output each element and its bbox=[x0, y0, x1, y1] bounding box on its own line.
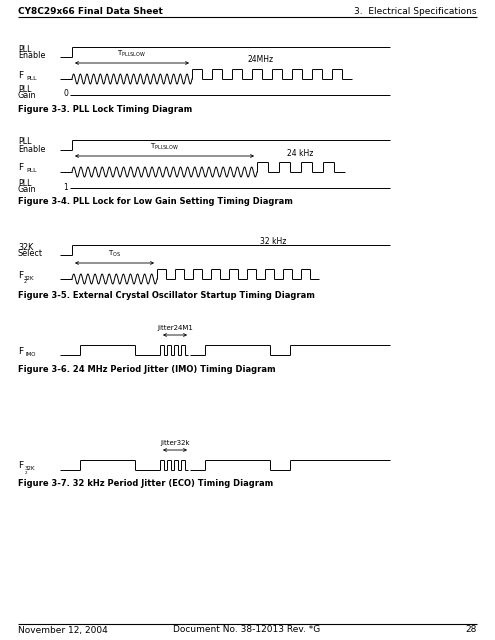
Text: T$_{\sf PLLSLOW}$: T$_{\sf PLLSLOW}$ bbox=[117, 49, 147, 59]
Text: 32 kHz: 32 kHz bbox=[260, 237, 287, 246]
Text: 32K: 32K bbox=[18, 243, 33, 252]
Text: Figure 3-5. External Crystal Oscillator Startup Timing Diagram: Figure 3-5. External Crystal Oscillator … bbox=[18, 291, 315, 300]
Text: 0: 0 bbox=[63, 90, 68, 99]
Text: Figure 3-6. 24 MHz Period Jitter (IMO) Timing Diagram: Figure 3-6. 24 MHz Period Jitter (IMO) T… bbox=[18, 365, 276, 374]
Text: November 12, 2004: November 12, 2004 bbox=[18, 625, 108, 634]
Text: F: F bbox=[18, 163, 23, 173]
Text: Figure 3-4. PLL Lock for Low Gain Setting Timing Diagram: Figure 3-4. PLL Lock for Low Gain Settin… bbox=[18, 198, 293, 207]
Text: 32K: 32K bbox=[24, 275, 35, 280]
Text: PLL: PLL bbox=[26, 76, 37, 81]
Text: 24MHz: 24MHz bbox=[247, 56, 273, 65]
Text: 24 kHz: 24 kHz bbox=[287, 148, 313, 157]
Text: Enable: Enable bbox=[18, 145, 46, 154]
Text: 3.  Electrical Specifications: 3. Electrical Specifications bbox=[354, 8, 477, 17]
Text: PLL: PLL bbox=[18, 86, 32, 95]
Text: 2: 2 bbox=[24, 279, 27, 284]
Text: Jitter24M1: Jitter24M1 bbox=[157, 325, 193, 331]
Text: T$_{\sf PLLSLOW}$: T$_{\sf PLLSLOW}$ bbox=[150, 142, 179, 152]
Text: F: F bbox=[18, 346, 23, 355]
Text: Figure 3-3. PLL Lock Timing Diagram: Figure 3-3. PLL Lock Timing Diagram bbox=[18, 104, 192, 113]
Text: 2: 2 bbox=[25, 471, 28, 475]
Text: Gain: Gain bbox=[18, 184, 37, 193]
Text: 32K: 32K bbox=[25, 467, 36, 472]
Text: 28: 28 bbox=[466, 625, 477, 634]
Text: Enable: Enable bbox=[18, 51, 46, 61]
Text: Jitter32k: Jitter32k bbox=[160, 440, 190, 446]
Text: PLL: PLL bbox=[18, 45, 32, 54]
Text: F: F bbox=[18, 461, 23, 470]
Text: F: F bbox=[18, 70, 23, 79]
Text: CY8C29x66 Final Data Sheet: CY8C29x66 Final Data Sheet bbox=[18, 8, 163, 17]
Text: PLL: PLL bbox=[18, 138, 32, 147]
Text: PLL: PLL bbox=[18, 179, 32, 188]
Text: Gain: Gain bbox=[18, 92, 37, 100]
Text: F: F bbox=[18, 271, 23, 280]
Text: PLL: PLL bbox=[26, 168, 37, 173]
Text: Document No. 38-12013 Rev. *G: Document No. 38-12013 Rev. *G bbox=[173, 625, 321, 634]
Text: Figure 3-7. 32 kHz Period Jitter (ECO) Timing Diagram: Figure 3-7. 32 kHz Period Jitter (ECO) T… bbox=[18, 479, 273, 488]
Text: Select: Select bbox=[18, 250, 43, 259]
Text: IMO: IMO bbox=[25, 351, 36, 356]
Text: T$_{\sf OS}$: T$_{\sf OS}$ bbox=[108, 249, 121, 259]
Text: 1: 1 bbox=[63, 182, 68, 191]
